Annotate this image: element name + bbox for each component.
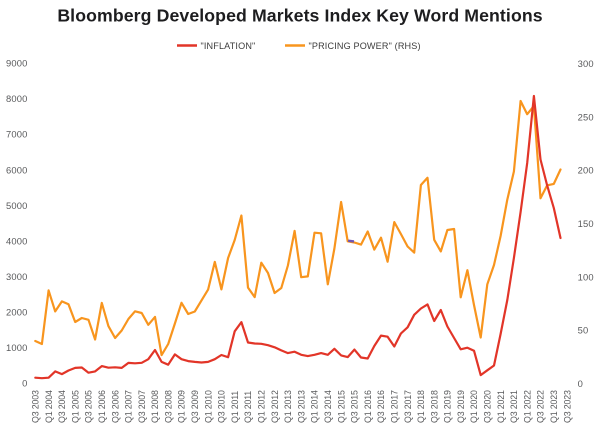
svg-text:Q3 2006: Q3 2006 [110, 390, 120, 423]
svg-text:Q1 2009: Q1 2009 [177, 390, 187, 423]
svg-text:4000: 4000 [6, 235, 27, 246]
svg-text:Q3 2010: Q3 2010 [217, 390, 227, 423]
svg-text:1000: 1000 [6, 342, 27, 353]
svg-text:Q3 2004: Q3 2004 [57, 390, 67, 423]
svg-text:Q3 2021: Q3 2021 [509, 390, 519, 423]
svg-text:"INFLATION": "INFLATION" [201, 41, 256, 51]
svg-text:Q3 2022: Q3 2022 [536, 390, 546, 423]
svg-text:Bloomberg Developed Markets In: Bloomberg Developed Markets Index Key Wo… [57, 5, 542, 25]
svg-text:Q1 2005: Q1 2005 [70, 390, 80, 423]
svg-text:Q1 2023: Q1 2023 [549, 390, 559, 423]
svg-text:Q3 2014: Q3 2014 [323, 390, 333, 423]
svg-text:Q1 2011: Q1 2011 [230, 391, 240, 423]
svg-text:Q1 2017: Q1 2017 [390, 390, 400, 423]
svg-text:0: 0 [22, 378, 27, 389]
svg-text:6000: 6000 [6, 164, 27, 175]
svg-text:Q1 2015: Q1 2015 [336, 390, 346, 423]
svg-text:5000: 5000 [6, 200, 27, 211]
svg-text:Q1 2019: Q1 2019 [443, 390, 453, 423]
svg-text:2000: 2000 [6, 307, 27, 318]
svg-text:Q1 2006: Q1 2006 [97, 390, 107, 423]
svg-text:Q3 2012: Q3 2012 [270, 390, 280, 423]
svg-text:250: 250 [578, 111, 594, 122]
svg-text:Q3 2003: Q3 2003 [31, 390, 41, 423]
svg-text:Q3 2018: Q3 2018 [429, 390, 439, 423]
svg-text:Q3 2009: Q3 2009 [190, 390, 200, 423]
svg-text:0: 0 [578, 378, 583, 389]
svg-text:200: 200 [578, 165, 594, 176]
svg-text:Q1 2018: Q1 2018 [416, 390, 426, 423]
svg-text:Q1 2022: Q1 2022 [522, 390, 532, 423]
svg-text:Q1 2007: Q1 2007 [124, 390, 134, 423]
svg-text:150: 150 [578, 218, 594, 229]
svg-text:Q3 2019: Q3 2019 [456, 390, 466, 423]
svg-text:Q3 2023: Q3 2023 [562, 390, 572, 423]
svg-text:9000: 9000 [6, 58, 27, 69]
svg-text:Q3 2015: Q3 2015 [350, 390, 360, 423]
svg-text:Q3 2013: Q3 2013 [296, 390, 306, 423]
svg-text:Q3 2011: Q3 2011 [243, 391, 253, 423]
svg-text:Q1 2014: Q1 2014 [310, 390, 320, 423]
svg-text:"PRICING POWER" (RHS): "PRICING POWER" (RHS) [309, 41, 421, 51]
svg-text:Q1 2021: Q1 2021 [496, 390, 506, 423]
svg-text:7000: 7000 [6, 129, 27, 140]
svg-text:Q1 2010: Q1 2010 [203, 390, 213, 423]
svg-text:Q3 2016: Q3 2016 [376, 390, 386, 423]
svg-text:100: 100 [578, 271, 594, 282]
svg-text:Q1 2008: Q1 2008 [150, 390, 160, 423]
svg-text:8000: 8000 [6, 93, 27, 104]
svg-text:Q1 2020: Q1 2020 [469, 390, 479, 423]
svg-text:Q1 2016: Q1 2016 [363, 390, 373, 423]
svg-text:Q3 2020: Q3 2020 [483, 390, 493, 423]
svg-text:Q1 2012: Q1 2012 [257, 390, 267, 423]
svg-text:Q1 2004: Q1 2004 [44, 390, 54, 423]
svg-text:50: 50 [578, 325, 589, 336]
svg-text:3000: 3000 [6, 271, 27, 282]
svg-text:Q1 2013: Q1 2013 [283, 390, 293, 423]
svg-text:Q3 2005: Q3 2005 [84, 390, 94, 423]
svg-text:Q3 2017: Q3 2017 [403, 390, 413, 423]
svg-text:Q3 2008: Q3 2008 [163, 390, 173, 423]
svg-text:Q3 2007: Q3 2007 [137, 390, 147, 423]
svg-text:300: 300 [578, 58, 594, 69]
